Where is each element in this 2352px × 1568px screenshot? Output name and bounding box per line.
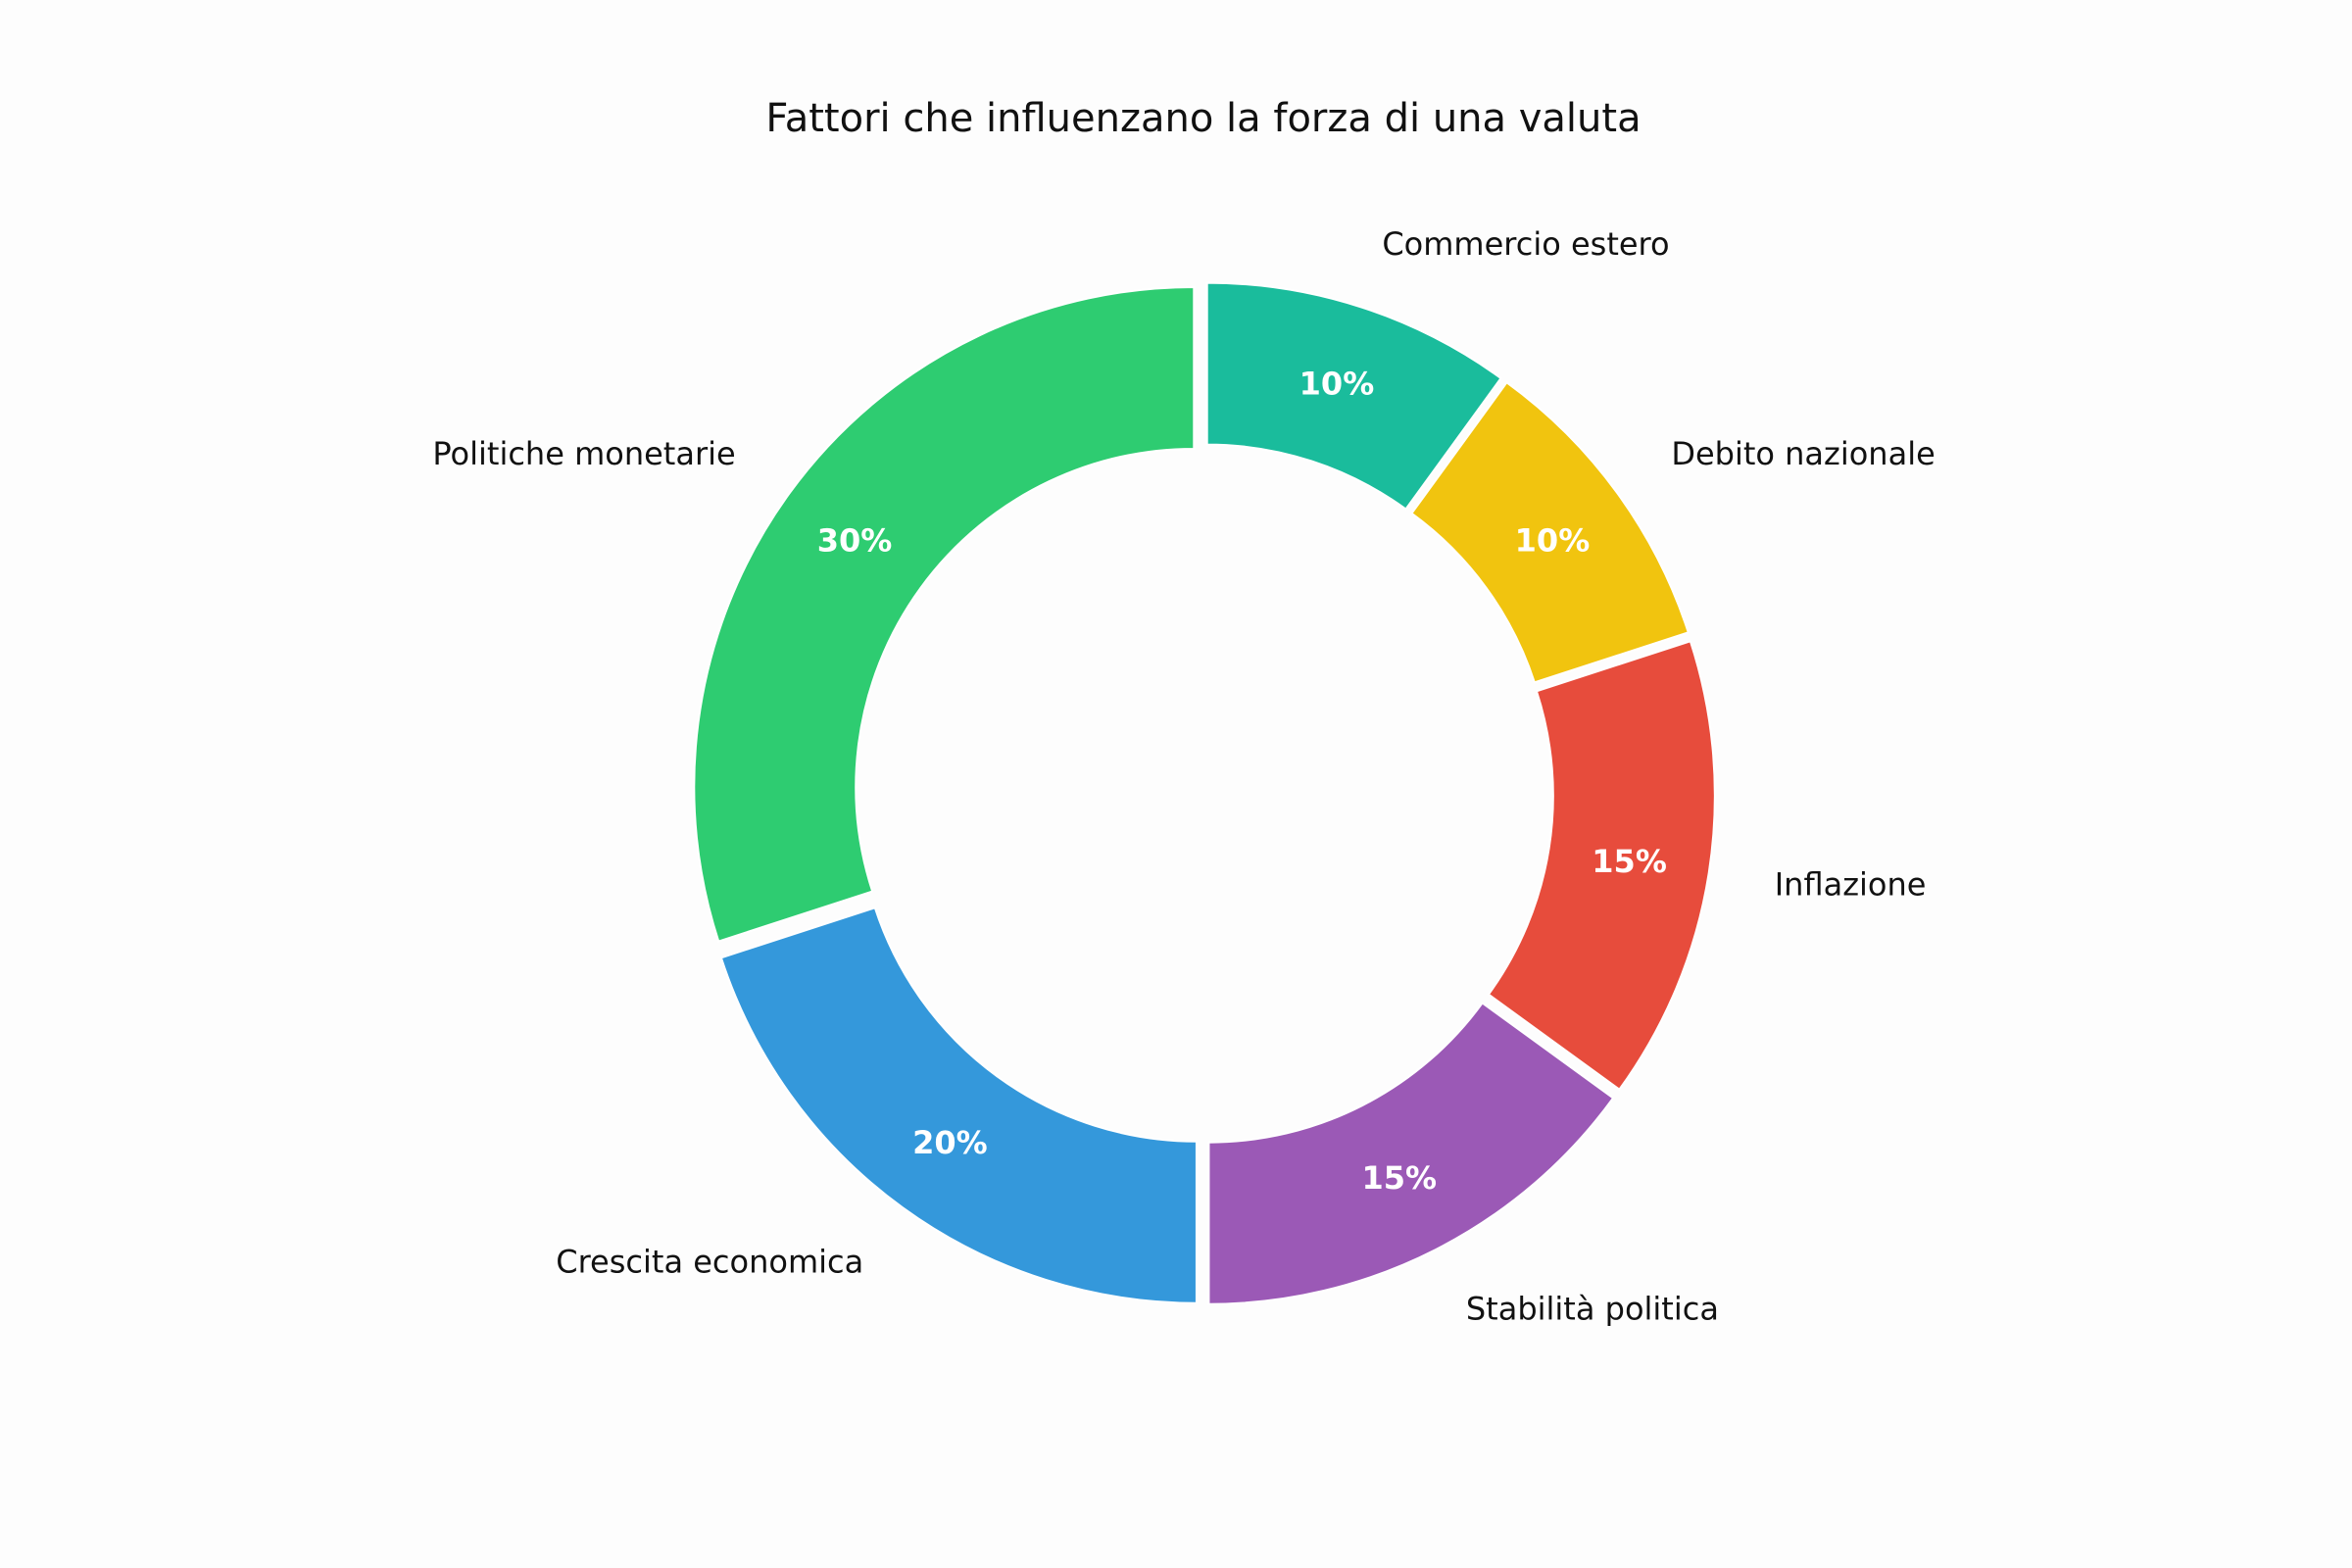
slice-inflazione — [1487, 640, 1716, 1092]
slice-debito-nazionale — [1410, 380, 1690, 684]
chart-title: Fattori che influenzano la forza di una … — [765, 96, 1641, 141]
slice-stabilita-politica — [1207, 1002, 1615, 1305]
slices-group — [693, 281, 1716, 1305]
slice-label-stabilita-politica: Stabilità politica — [1466, 1291, 1719, 1328]
pct-label-politiche-monetarie: 30% — [817, 521, 893, 559]
labels-group: 30% Politiche monetarie 20% Crescita econom… — [432, 225, 1935, 1328]
pct-label-inflazione: 15% — [1592, 843, 1667, 880]
slice-commercio-estero — [1205, 281, 1502, 511]
pct-label-commercio-estero: 10% — [1299, 366, 1375, 403]
slice-label-commercio-estero: Commercio estero — [1382, 225, 1669, 263]
slice-label-politiche-monetarie: Politiche monetarie — [432, 435, 735, 472]
slice-politiche-monetarie — [693, 285, 1196, 943]
slice-label-inflazione: Inflazione — [1775, 865, 1927, 903]
pct-label-stabilita-politica: 15% — [1361, 1159, 1437, 1197]
slice-label-debito-nazionale: Debito nazionale — [1671, 435, 1935, 472]
pct-label-debito-nazionale: 10% — [1515, 521, 1591, 559]
pct-label-crescita-economica: 20% — [912, 1124, 988, 1161]
slice-label-crescita-economica: Crescita economica — [556, 1243, 863, 1280]
slice-crescita-economica — [719, 906, 1198, 1304]
